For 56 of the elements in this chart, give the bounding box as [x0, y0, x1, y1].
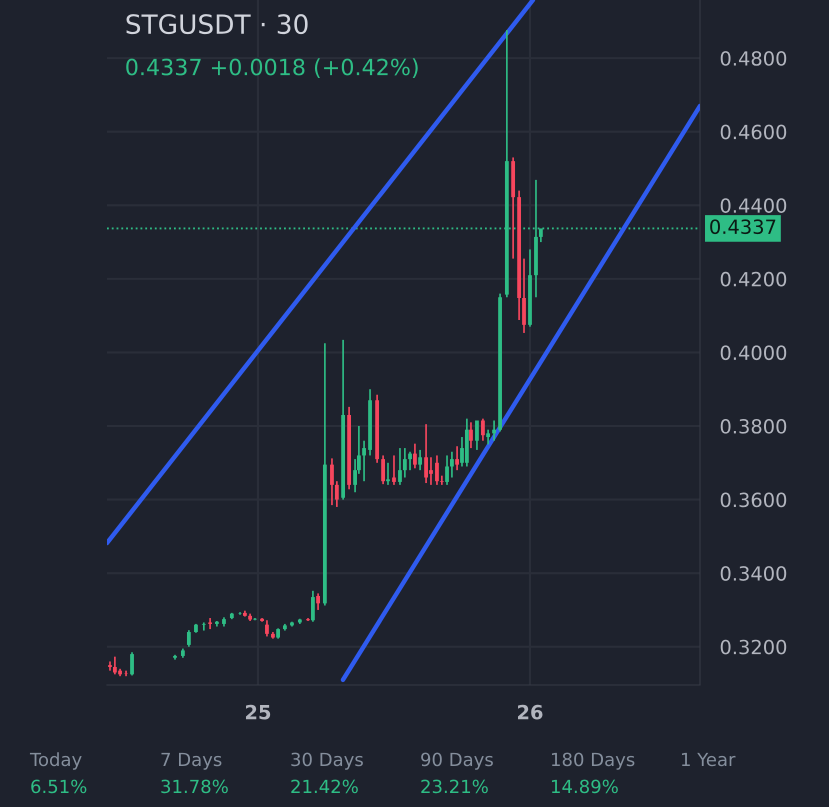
text: 21.42% [291, 780, 358, 794]
text: 180 Days [552, 752, 634, 770]
candlestick [108, 660, 112, 672]
candlestick [435, 454, 439, 486]
y-tick-label: 0.4600 [720, 124, 786, 140]
text: 30 Days [291, 752, 363, 770]
candlestick [392, 454, 396, 486]
y-tick-label: 0.3800 [720, 418, 786, 434]
candlestick [265, 619, 269, 638]
candlestick [180, 648, 185, 659]
y-tick-label: 0.4400 [720, 198, 786, 213]
candlestick [130, 651, 134, 676]
candlestick [418, 449, 422, 471]
text: 7 Days [161, 752, 222, 770]
y-tick-label: 0.3400 [720, 566, 786, 581]
candlestick [276, 628, 280, 640]
candlestick [402, 447, 407, 478]
candlestick [440, 474, 444, 486]
candlestick [208, 617, 212, 630]
candlestick [481, 418, 485, 442]
y-tick-label: 0.4000 [720, 345, 786, 360]
chart-title: STGUSDT · 30 [126, 14, 308, 34]
candlestick [475, 420, 479, 451]
candlestick [445, 454, 449, 486]
text: 0.4337 +0.0018 (+0.42%) [126, 58, 418, 78]
x-tick-label: 25 [246, 704, 270, 720]
x-tick-label: 26 [518, 704, 542, 720]
candlestick [311, 590, 315, 623]
y-tick-label: 0.4200 [720, 272, 786, 287]
candlestick [186, 629, 191, 648]
candlestick [124, 670, 128, 678]
y-tick-label: 0.4800 [720, 51, 786, 66]
ref-line-label: 0.4337 [710, 219, 776, 234]
candlestick [413, 442, 417, 470]
text: Today [30, 752, 82, 770]
candlestick [486, 428, 490, 446]
candlestick [469, 421, 473, 449]
candlestick [398, 447, 402, 486]
text: 90 Days [421, 752, 493, 770]
text: 31.78% [161, 780, 228, 794]
text: 14.89% [552, 780, 618, 794]
y-tick-label: 0.3600 [720, 492, 786, 508]
candlestick [492, 420, 496, 442]
text: 6.51% [31, 780, 86, 794]
y-tick-label: 0.3200 [720, 640, 786, 654]
candlestick [334, 480, 339, 508]
candlestick [381, 454, 386, 485]
text: 1 Year [682, 752, 736, 766]
candlestick [316, 592, 320, 611]
candlestick [222, 616, 226, 628]
candlestick [330, 458, 334, 506]
candlestick [450, 450, 454, 478]
candlestick [455, 445, 459, 471]
candlestick [408, 450, 412, 471]
text: 23.21% [421, 780, 488, 794]
candlestick [362, 440, 366, 482]
